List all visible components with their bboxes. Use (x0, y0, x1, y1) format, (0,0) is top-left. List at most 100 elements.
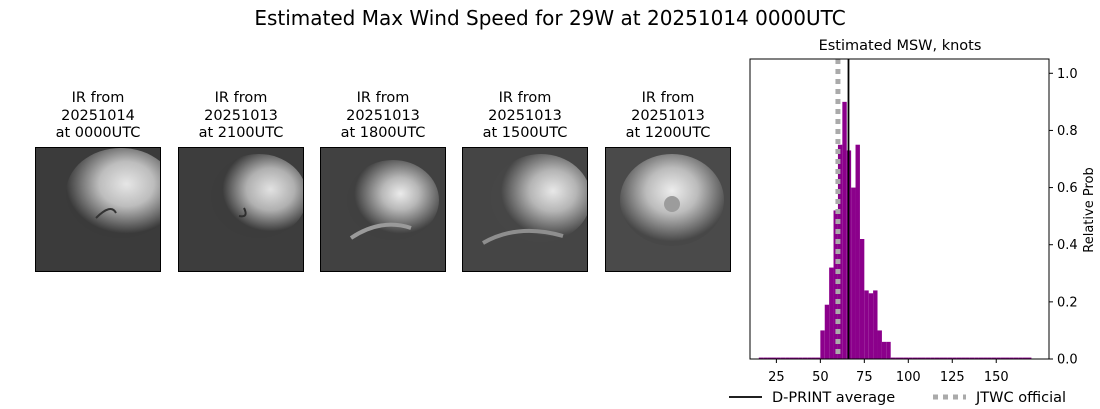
x-tick-label: 125 (940, 370, 965, 385)
histogram-bar (934, 357, 940, 359)
ir-caption-date: 20251013 (488, 107, 562, 124)
histogram-bar (939, 357, 944, 359)
plot-frame (749, 58, 1050, 360)
ir-panel: IR from 20251013 at 1500UTC (462, 90, 588, 272)
ir-caption-line: IR from (498, 90, 552, 106)
y-axis-label: Relative Prob (1082, 167, 1097, 252)
chart-legend: D-PRINT average JTWC official (729, 390, 1066, 406)
ir-caption-time: at 1500UTC (482, 125, 568, 141)
ir-caption-time: at 1800UTC (340, 125, 426, 141)
histogram-bar (829, 267, 834, 359)
histogram-bar (851, 187, 856, 359)
histogram-bar (983, 357, 988, 359)
histogram-bar (987, 357, 992, 359)
y-tick-label: 0.6 (1057, 181, 1078, 196)
histogram-bar (820, 330, 825, 359)
y-tick-label: 0.0 (1057, 353, 1078, 368)
ir-caption-time: at 0000UTC (55, 125, 141, 141)
histogram-bar (1027, 357, 1032, 359)
x-axis-ticks: 25 50 75 100 125 150 (768, 359, 1009, 385)
ir-satellite-image (605, 147, 731, 272)
histogram-bar (1005, 357, 1010, 359)
figure-title: Estimated Max Wind Speed for 29W at 2025… (254, 6, 846, 30)
histogram-bar (895, 357, 900, 359)
ir-panel: IR from 20251014 at 0000UTC (35, 90, 161, 272)
ir-panel: IR from 20251013 at 2100UTC (178, 90, 304, 272)
chart-title: Estimated MSW, knots (819, 38, 982, 54)
ir-satellite-image (320, 147, 446, 272)
histogram-bars (758, 101, 1032, 359)
histogram-bar (943, 357, 948, 359)
histogram-bar (899, 357, 904, 359)
histogram-bar (1018, 357, 1023, 359)
legend-label-jtwc: JTWC official (975, 390, 1066, 406)
histogram-bar (890, 357, 896, 359)
legend-label-dprint: D-PRINT average (772, 390, 895, 406)
ir-panel-caption: IR from 20251013 at 2100UTC (178, 90, 304, 143)
histogram-bar (1009, 357, 1014, 359)
histogram-bar (917, 357, 922, 359)
histogram-bar (877, 330, 882, 359)
histogram-bar (789, 357, 794, 359)
histogram-bar (758, 357, 764, 359)
ir-satellite-image (462, 147, 588, 272)
y-axis-ticks: 0.0 0.2 0.4 0.6 0.8 1.0 (1049, 67, 1078, 368)
ir-caption-date: 20251013 (346, 107, 420, 124)
ir-caption-date: 20251013 (631, 107, 705, 124)
histogram-bar (1022, 357, 1028, 359)
y-tick-label: 0.4 (1057, 238, 1078, 253)
ir-caption-time: at 2100UTC (198, 125, 284, 141)
histogram-bar (1013, 357, 1019, 359)
histogram-bar (952, 357, 957, 359)
ir-panel: IR from 20251013 at 1800UTC (320, 90, 446, 272)
ir-panel: IR from 20251013 at 1200UTC (605, 90, 731, 272)
histogram-bar (771, 357, 777, 359)
ir-caption-line: IR from (71, 90, 125, 106)
ir-panel-caption: IR from 20251014 at 0000UTC (35, 90, 161, 143)
histogram-bar (912, 357, 918, 359)
x-tick-label: 25 (768, 370, 785, 385)
histogram-bar (925, 357, 931, 359)
histogram-bar (864, 290, 869, 359)
y-tick-label: 0.2 (1057, 295, 1078, 310)
ir-caption-line: IR from (356, 90, 410, 106)
histogram-bar (807, 357, 812, 359)
histogram-bar (793, 357, 799, 359)
y-tick-label: 1.0 (1057, 67, 1078, 82)
histogram-bar (961, 357, 966, 359)
ir-panel-caption: IR from 20251013 at 1800UTC (320, 90, 446, 143)
reference-lines (835, 59, 850, 359)
histogram-bar (811, 357, 816, 359)
histogram-bar (965, 357, 970, 359)
ir-panel-caption: IR from 20251013 at 1200UTC (605, 90, 731, 143)
histogram-bar (903, 357, 909, 359)
x-tick-label: 100 (896, 370, 921, 385)
histogram-bar (886, 341, 891, 359)
histogram-bar (780, 357, 786, 359)
ir-caption-line: IR from (641, 90, 695, 106)
histogram-bar (908, 357, 913, 359)
histogram-bar (776, 357, 781, 359)
ir-satellite-image (178, 147, 304, 272)
histogram-bar (855, 144, 860, 359)
histogram-bar (802, 357, 808, 359)
histogram-bar (956, 357, 962, 359)
x-tick-label: 150 (984, 370, 1009, 385)
histogram-bar (767, 357, 772, 359)
histogram-bar (815, 357, 821, 359)
histogram-bar (978, 357, 984, 359)
x-tick-label: 75 (856, 370, 873, 385)
ir-caption-line: IR from (214, 90, 268, 106)
histogram-bar (798, 357, 803, 359)
histogram-bar (859, 239, 865, 359)
ir-satellite-image (35, 147, 161, 272)
ir-caption-date: 20251013 (204, 107, 278, 124)
ir-panel-caption: IR from 20251013 at 1500UTC (462, 90, 588, 143)
histogram-bar (921, 357, 926, 359)
histogram-bar (763, 357, 768, 359)
histogram-bar (833, 210, 838, 359)
histogram-bar (842, 101, 847, 359)
histogram-bar (947, 357, 953, 359)
y-tick-label: 0.8 (1057, 124, 1078, 139)
